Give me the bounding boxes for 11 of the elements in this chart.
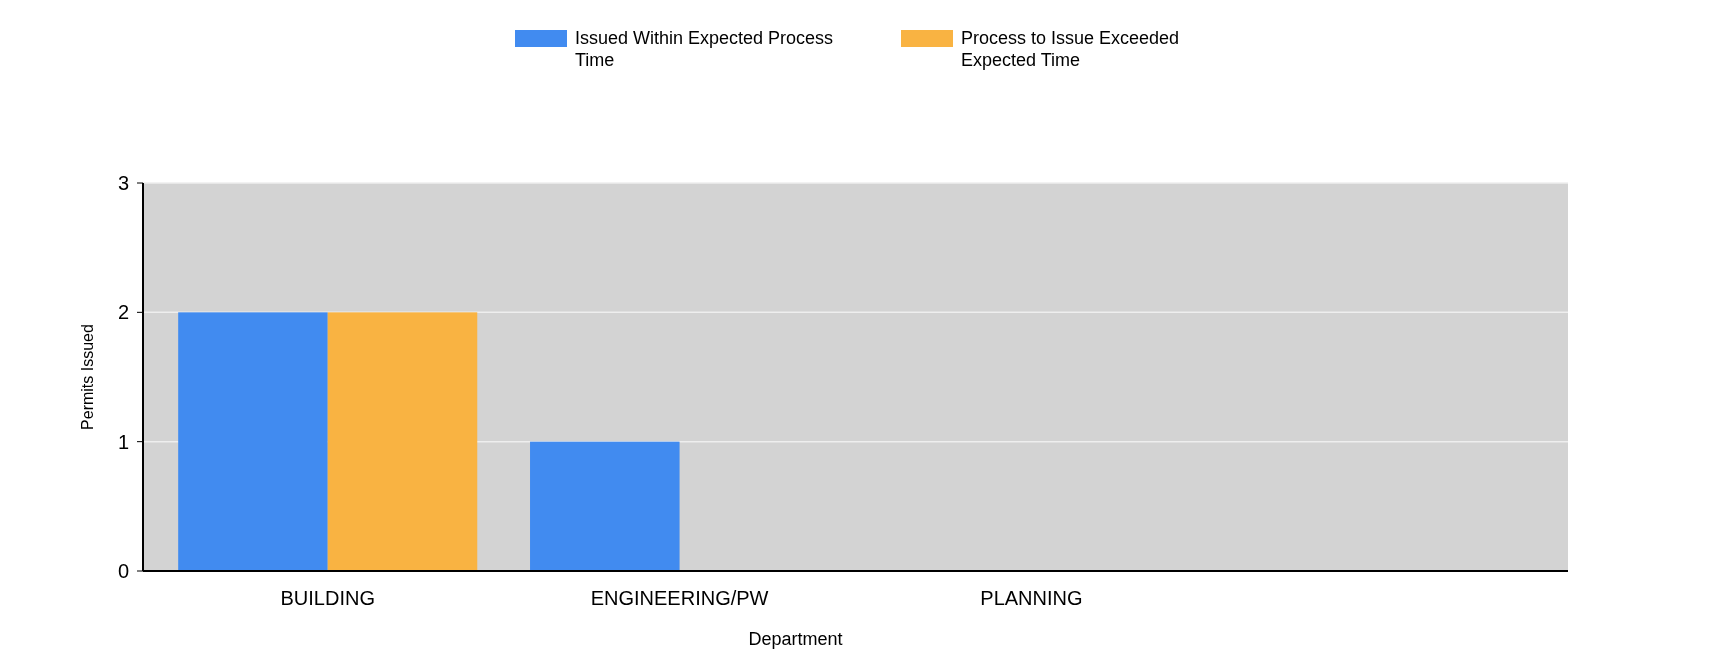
x-tick-label: ENGINEERING/PW: [590, 587, 769, 609]
legend-label: Process to Issue Exceeded Expected Time: [961, 28, 1180, 70]
x-tick-label: BUILDING: [280, 587, 375, 609]
y-tick-label: 0: [117, 560, 129, 582]
legend-label: Issued Within Expected Process Time: [575, 28, 834, 70]
x-tick-label: PLANNING: [980, 587, 1083, 609]
y-tick-label: 1: [117, 430, 129, 453]
y-tick-label: 2: [117, 301, 129, 324]
y-axis-title: Permits Issued: [79, 324, 96, 430]
y-tick-label: 3: [117, 172, 129, 194]
x-axis-title: Department: [748, 629, 843, 649]
